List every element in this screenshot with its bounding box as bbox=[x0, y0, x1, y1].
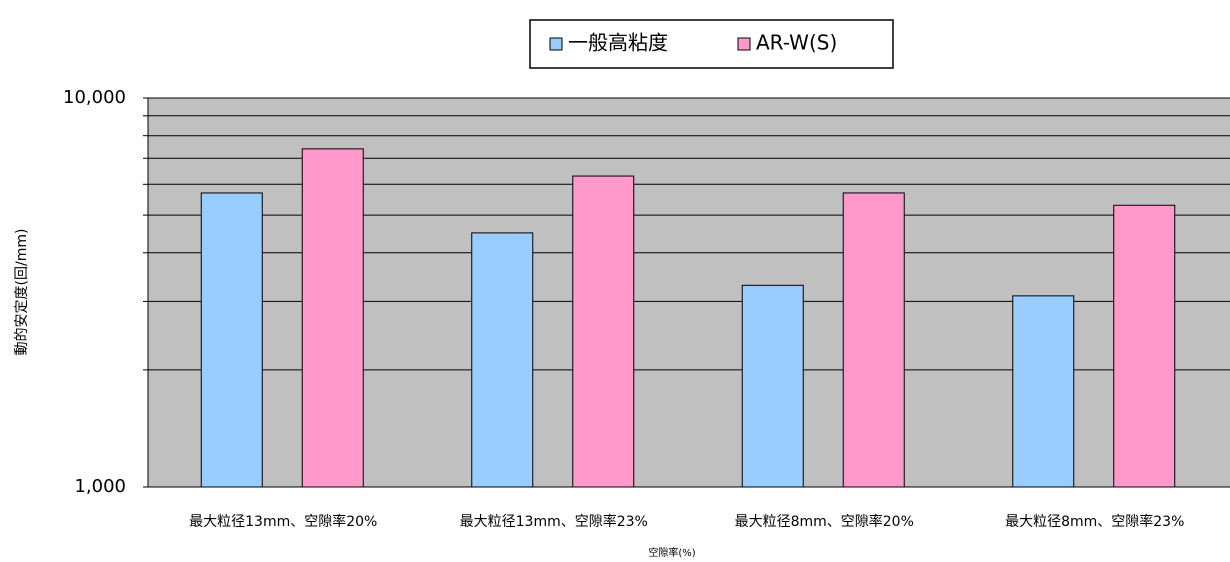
bar bbox=[842, 192, 905, 488]
legend-label: 一般高粘度 bbox=[568, 31, 668, 55]
bar bbox=[1012, 295, 1075, 488]
legend-box bbox=[529, 19, 894, 69]
legend-label: AR-W(S) bbox=[756, 31, 837, 55]
legend-swatch bbox=[737, 37, 751, 51]
y-tick-label: 1,000 bbox=[74, 476, 126, 497]
y-tick-label: 10,000 bbox=[63, 87, 126, 108]
bar bbox=[301, 148, 364, 488]
x-tick-label: 最大粒径13mm、空隙率23% bbox=[460, 513, 648, 530]
x-tick-label: 最大粒径13mm、空隙率20% bbox=[189, 513, 377, 530]
bar bbox=[1113, 204, 1176, 488]
bar bbox=[572, 175, 635, 488]
bar bbox=[471, 232, 534, 488]
bar bbox=[741, 284, 804, 488]
legend-swatch bbox=[549, 37, 563, 51]
x-axis-label: 空隙率(%) bbox=[648, 546, 695, 559]
x-tick-label: 最大粒径8mm、空隙率20% bbox=[735, 513, 914, 530]
x-tick-label: 最大粒径8mm、空隙率23% bbox=[1005, 513, 1184, 530]
bar bbox=[200, 192, 263, 488]
y-axis-label: 動的安定度(回/mm) bbox=[14, 229, 30, 356]
